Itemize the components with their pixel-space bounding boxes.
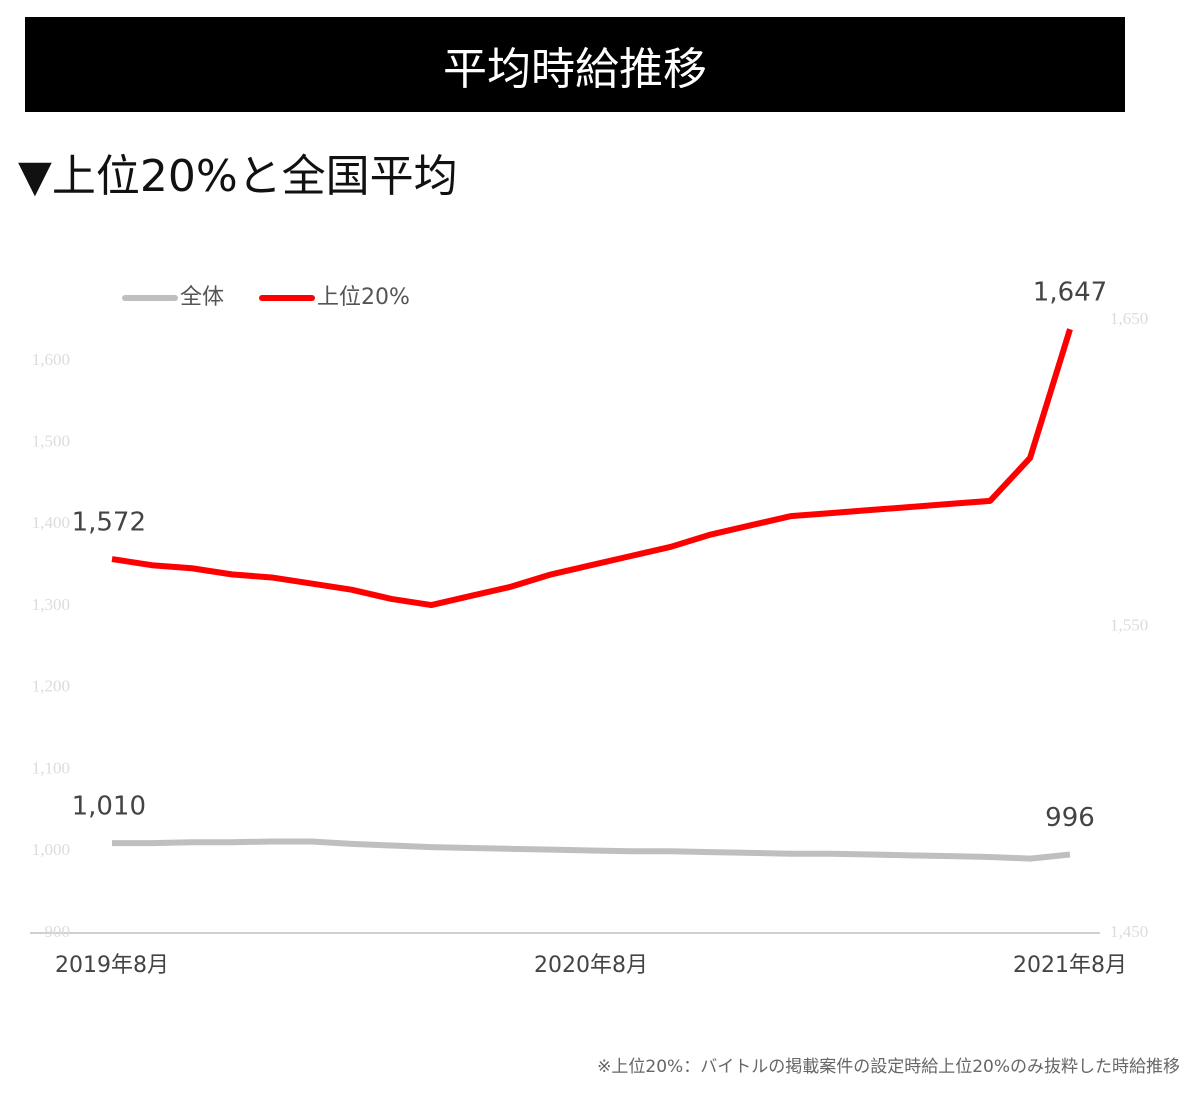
data-label: 1,572 — [72, 508, 146, 538]
chart: 900 1,000 1,100 1,200 1,300 1,400 1,500 1,600 1,… — [30, 278, 1148, 978]
y-tick-label: 1,500 — [32, 432, 70, 451]
y-tick-label: 1,450 — [1110, 922, 1148, 941]
footnote: ※上位20%：バイトルの掲載案件の設定時給上位20%のみ抜粋した時給推移 — [597, 1057, 1180, 1077]
series-line — [112, 838, 1071, 862]
y-tick-label: 1,000 — [32, 840, 70, 859]
data-label: 1,647 — [1033, 278, 1107, 308]
y-tick-label: 1,650 — [1110, 309, 1148, 328]
x-tick-label: 2021年8月 — [1013, 953, 1127, 978]
legend-label: 上位20% — [317, 285, 410, 310]
data-label: 1,010 — [72, 792, 146, 822]
chart-subtitle: ▼上位20%と全国平均 — [18, 151, 458, 202]
x-tick-label: 2020年8月 — [534, 953, 648, 978]
y-tick-label: 1,200 — [32, 677, 70, 696]
x-tick-label: 2019年8月 — [55, 953, 169, 978]
y-tick-label: 1,400 — [32, 513, 70, 532]
y-tick-label: 1,100 — [32, 758, 70, 777]
legend-label: 全体 — [180, 285, 224, 310]
y-tick-label: 1,550 — [1110, 615, 1148, 634]
y-tick-label: 1,600 — [32, 350, 70, 369]
y-tick-label: 1,300 — [32, 595, 70, 614]
series-line — [111, 328, 1073, 609]
data-label: 996 — [1045, 803, 1095, 833]
y-tick-label: 900 — [45, 922, 71, 941]
chart-title: 平均時給推移 — [443, 43, 707, 95]
title-bar: 平均時給推移 — [25, 17, 1125, 112]
